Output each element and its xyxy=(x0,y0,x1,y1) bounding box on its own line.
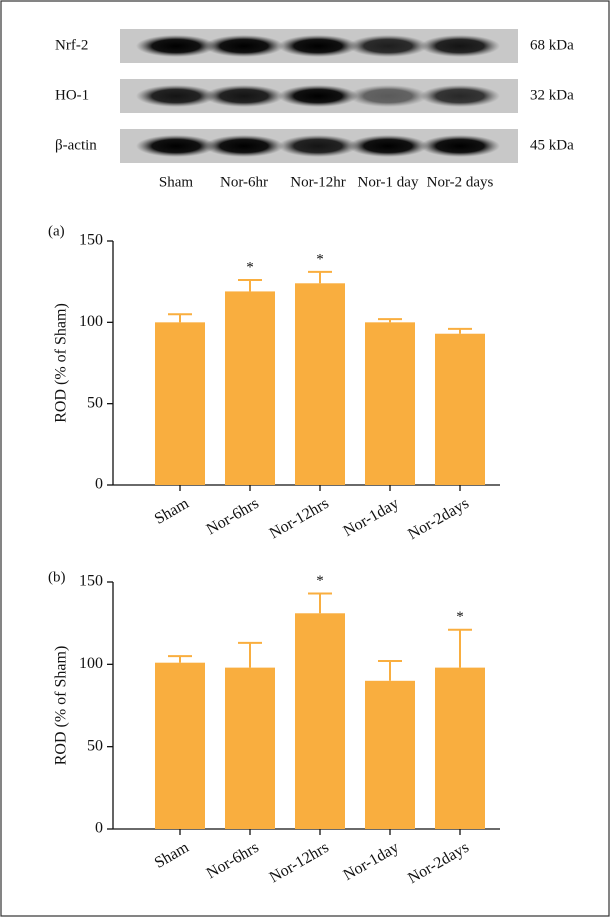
significance-marker: * xyxy=(316,573,324,589)
x-tick-label: Sham xyxy=(152,495,193,528)
bar xyxy=(295,283,345,485)
bar xyxy=(155,663,205,829)
x-tick-label: Nor-2days xyxy=(405,495,472,543)
figure: Nrf-2 68 kDa HO-1 32 kDa β-actin 45 kDa Sham No… xyxy=(0,0,611,918)
bar xyxy=(435,334,485,485)
blot-size-label: 45 kDa xyxy=(530,137,574,153)
panel-label: (b) xyxy=(48,569,66,585)
blot-lane-label: Nor-2 days xyxy=(427,174,494,190)
bar xyxy=(225,668,275,829)
x-tick-label: Nor-1day xyxy=(341,839,402,884)
blot-row-label: β-actin xyxy=(55,137,97,153)
y-axis-label: ROD (% of Sham) xyxy=(53,646,70,766)
blot-band xyxy=(420,85,500,107)
x-tick-label: Nor-6hrs xyxy=(204,495,262,538)
y-tick-label: 50 xyxy=(87,737,103,754)
significance-marker: * xyxy=(246,259,254,275)
y-tick-label: 0 xyxy=(95,476,103,493)
blot-lane-label: Sham xyxy=(159,174,194,190)
blot-lane-label: Nor-6hr xyxy=(220,174,268,190)
blot-band xyxy=(278,85,358,107)
x-tick-label: Nor-2days xyxy=(405,839,472,887)
y-tick-label: 150 xyxy=(79,573,103,590)
y-axis-label: ROD (% of Sham) xyxy=(53,303,70,423)
y-tick-label: 50 xyxy=(87,394,103,411)
y-tick-label: 150 xyxy=(79,232,103,249)
bar xyxy=(155,322,205,485)
blot-band xyxy=(204,35,284,57)
blot-size-label: 32 kDa xyxy=(530,87,574,103)
blot-band xyxy=(204,85,284,107)
y-tick-label: 100 xyxy=(79,655,103,672)
blot-band xyxy=(420,135,500,157)
blot-band xyxy=(278,135,358,157)
y-tick-label: 100 xyxy=(79,313,103,330)
bar xyxy=(435,668,485,829)
blot-size-label: 68 kDa xyxy=(530,37,574,53)
blot-band xyxy=(204,135,284,157)
bar xyxy=(295,613,345,829)
x-tick-label: Sham xyxy=(152,839,193,872)
blot-band xyxy=(348,35,428,57)
panel-label: (a) xyxy=(48,223,65,239)
bar xyxy=(225,291,275,485)
blot-row-label: Nrf-2 xyxy=(55,37,88,53)
blot-lane-label: Nor-1 day xyxy=(358,174,419,190)
blot-row-label: HO-1 xyxy=(55,87,89,103)
x-tick-label: Nor-12hrs xyxy=(267,495,332,542)
bar xyxy=(365,681,415,829)
significance-marker: * xyxy=(316,251,324,267)
y-tick-label: 0 xyxy=(95,820,103,837)
blot-band xyxy=(348,85,428,107)
blot-band xyxy=(420,35,500,57)
x-tick-label: Nor-6hrs xyxy=(204,839,262,882)
blot-band xyxy=(278,35,358,57)
x-tick-label: Nor-1day xyxy=(341,495,402,540)
bar xyxy=(365,322,415,485)
significance-marker: * xyxy=(456,609,464,625)
blot-lane-label: Nor-12hr xyxy=(290,174,346,190)
blot-band xyxy=(348,135,428,157)
x-tick-label: Nor-12hrs xyxy=(267,839,332,886)
